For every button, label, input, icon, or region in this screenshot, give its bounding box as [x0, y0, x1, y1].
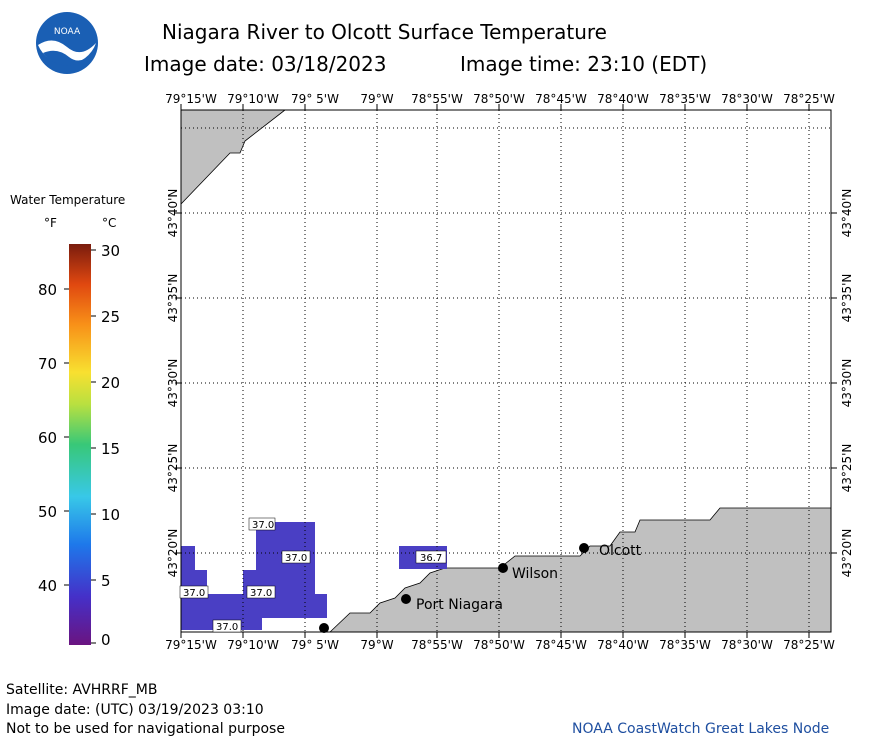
utc-date: Image date: (UTC) 03/19/2023 03:10	[6, 702, 264, 718]
lat-label-right-1: 43°40'N	[840, 189, 854, 238]
f-tick-40: 40	[38, 577, 57, 595]
noaa-logo: NOAA	[36, 12, 98, 74]
image-date: Image date: 03/18/2023	[144, 52, 387, 76]
page-title: Niagara River to Olcott Surface Temperat…	[162, 20, 607, 44]
temp-label: 36.7	[420, 553, 442, 564]
lon-label-top-4: 79°W	[360, 92, 393, 106]
logo-text: NOAA	[54, 27, 81, 37]
temp-label: 37.0	[250, 588, 272, 599]
river-mouth	[260, 627, 325, 632]
map-frame	[180, 109, 832, 633]
temp-label: 37.0	[285, 553, 307, 564]
lon-label-bottom-4: 79°W	[360, 638, 393, 652]
lat-label-left-2: 43°35'N	[166, 274, 180, 323]
lon-label-bottom-8: 78°40'W	[597, 638, 649, 652]
lon-label-bottom-10: 78°30'W	[721, 638, 773, 652]
port-niagara-label: Port Niagara	[416, 597, 503, 613]
temp-label: 37.0	[216, 622, 238, 633]
lon-label-bottom-2: 79°10'W	[227, 638, 279, 652]
f-tick-60: 60	[38, 429, 57, 447]
colorbar	[69, 244, 91, 645]
disclaimer: Not to be used for navigational purpose	[6, 721, 285, 737]
lon-label-top-10: 78°30'W	[721, 92, 773, 106]
lon-label-top-7: 78°45'W	[535, 92, 587, 106]
c-tick-30: 30	[101, 242, 120, 260]
lon-label-bottom-9: 78°35'W	[659, 638, 711, 652]
lon-label-top-9: 78°35'W	[659, 92, 711, 106]
lon-label-top-5: 78°55'W	[411, 92, 463, 106]
wilson-label: Wilson	[512, 566, 558, 582]
temperature-legend: 80 70 60 50 40 30 25 20 15 10 5 0	[38, 242, 120, 649]
lon-label-top-8: 78°40'W	[597, 92, 649, 106]
lon-label-bottom-6: 78°50'W	[473, 638, 525, 652]
lon-label-bottom-5: 78°55'W	[411, 638, 463, 652]
credit: NOAA CoastWatch Great Lakes Node	[572, 721, 830, 737]
lat-label-left-1: 43°40'N	[166, 189, 180, 238]
temp-label: 37.0	[252, 520, 274, 531]
lat-label-right-4: 43°25'N	[840, 444, 854, 493]
land-canada	[180, 109, 287, 205]
lon-label-top-3: 79° 5'W	[291, 92, 339, 106]
c-tick-5: 5	[101, 572, 111, 590]
image-time: Image time: 23:10 (EDT)	[460, 52, 708, 76]
port-niagara-marker	[401, 594, 411, 604]
satellite-info: Satellite: AVHRRF_MB	[6, 682, 158, 698]
lat-label-right-2: 43°35'N	[840, 274, 854, 323]
land-new-york	[328, 507, 832, 633]
lon-label-top-1: 79°15'W	[165, 92, 217, 106]
olcott-marker	[579, 543, 589, 553]
f-tick-50: 50	[38, 503, 57, 521]
olcott-label: Olcott	[599, 543, 642, 559]
c-tick-10: 10	[101, 506, 120, 524]
lon-label-bottom-3: 79° 5'W	[291, 638, 339, 652]
river-mouth-marker	[319, 623, 329, 633]
legend-unit-c: °C	[102, 216, 117, 230]
lon-label-top-2: 79°10'W	[227, 92, 279, 106]
c-tick-0: 0	[101, 631, 111, 649]
lat-label-left-4: 43°25'N	[166, 444, 180, 493]
lat-label-right-3: 43°30'N	[840, 359, 854, 408]
lon-label-top-11: 78°25'W	[783, 92, 835, 106]
wilson-marker	[498, 563, 508, 573]
temp-label: 37.0	[183, 588, 205, 599]
f-tick-70: 70	[38, 355, 57, 373]
lat-label-left-5: 43°20'N	[166, 529, 180, 578]
f-tick-80: 80	[38, 281, 57, 299]
legend-title: Water Temperature	[10, 193, 126, 207]
lon-label-bottom-1: 79°15'W	[165, 638, 217, 652]
c-tick-15: 15	[101, 440, 120, 458]
lat-label-left-3: 43°30'N	[166, 359, 180, 408]
lon-label-bottom-11: 78°25'W	[783, 638, 835, 652]
lat-label-right-5: 43°20'N	[840, 529, 854, 578]
lon-label-bottom-7: 78°45'W	[535, 638, 587, 652]
c-tick-25: 25	[101, 308, 120, 326]
legend-unit-f: °F	[44, 216, 57, 230]
c-tick-20: 20	[101, 374, 120, 392]
lon-label-top-6: 78°50'W	[473, 92, 525, 106]
